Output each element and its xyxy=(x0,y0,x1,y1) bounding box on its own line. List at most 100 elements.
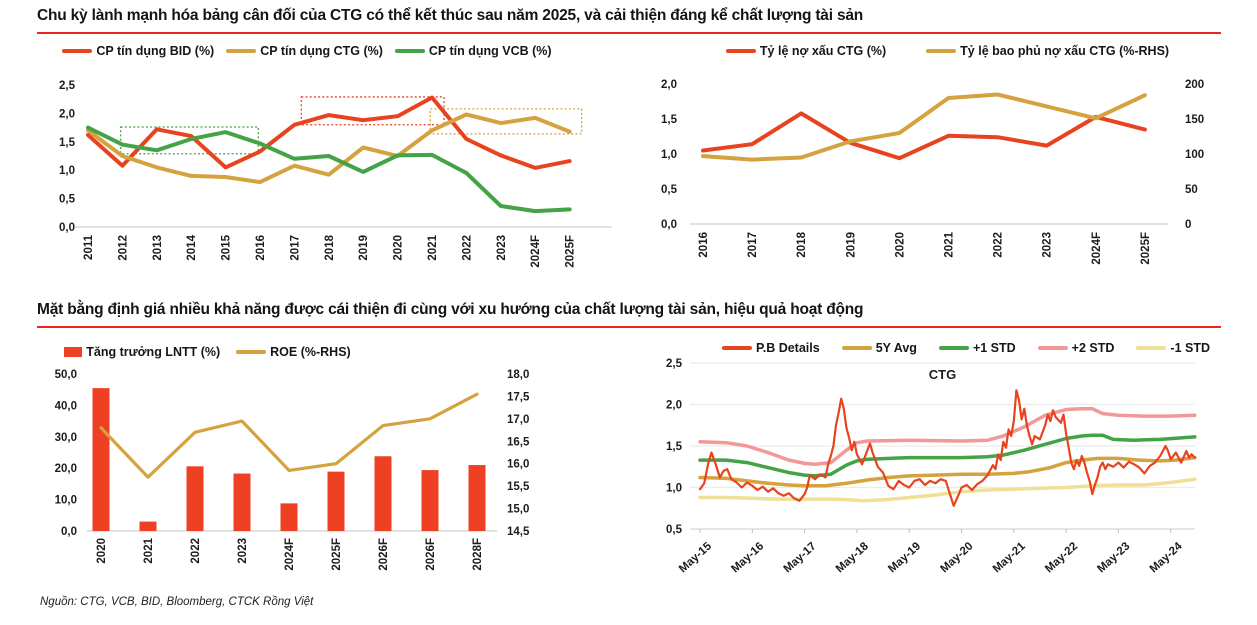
legend-item: 5Y Avg xyxy=(841,341,917,355)
legend-item: CP tín dụng VCB (%) xyxy=(394,44,552,58)
source-note: Nguồn: CTG, VCB, BID, Bloomberg, CTCK Rồ… xyxy=(40,596,314,608)
x-axis-tick-label: 2025F xyxy=(331,538,343,571)
legend-item: Tỷ lệ nợ xấu CTG (%) xyxy=(725,44,887,58)
x-axis-tick-label: 2013 xyxy=(152,235,164,261)
legend-item: -1 STD xyxy=(1136,341,1210,355)
bar xyxy=(92,388,110,531)
y-axis-tick-label: 2,0 xyxy=(666,400,682,412)
y-axis-tick-label: 1,0 xyxy=(666,483,682,495)
bar xyxy=(280,503,298,531)
series-line xyxy=(701,92,1147,162)
section1-title: Chu kỳ lành mạnh hóa bảng cân đối của CT… xyxy=(37,7,864,24)
legend-label: CP tín dụng CTG (%) xyxy=(260,44,383,58)
x-axis-tick-label: 2019 xyxy=(358,235,370,261)
legend-swatch-icon xyxy=(236,350,267,354)
y-axis-tick-label: 1,5 xyxy=(59,137,76,149)
x-axis-tick-label: 2017 xyxy=(747,232,759,258)
legend-label: 5Y Avg xyxy=(875,341,917,355)
x-axis-tick-label: 2018 xyxy=(324,234,336,260)
series-line xyxy=(701,111,1147,161)
legend-swatch-icon xyxy=(725,49,756,53)
bar xyxy=(327,471,345,531)
bar xyxy=(421,470,439,531)
section2-title: Mặt bằng định giá nhiều khả năng được cá… xyxy=(37,301,864,318)
y-axis-tick-label: 0,5 xyxy=(661,184,678,196)
x-axis-tick-label: May-22 xyxy=(1043,540,1080,575)
bar xyxy=(468,465,486,531)
section2-divider xyxy=(37,326,1221,328)
chart-credit-cost-legend: CP tín dụng BID (%) CP tín dụng CTG (%) CP… xyxy=(35,44,635,58)
legend-item: CP tín dụng BID (%) xyxy=(62,44,214,58)
x-axis-tick-label: 2018 xyxy=(796,231,808,257)
bar xyxy=(139,521,157,531)
x-axis-tick-label: May-16 xyxy=(729,540,766,575)
y2-axis-tick-label: 150 xyxy=(1185,114,1204,126)
legend-swatch-icon xyxy=(226,49,257,53)
x-axis-tick-label: 2022 xyxy=(993,232,1005,258)
legend-swatch-icon xyxy=(1136,346,1167,350)
legend-swatch-icon xyxy=(926,49,957,53)
x-axis-tick-label: 2026F xyxy=(378,538,390,571)
y-axis-tick-label: 2,5 xyxy=(666,358,683,370)
chart-profit-roe-plot: 0,0 10,0 20,0 30,0 40,0 50,0 14,5 15,0 15,5 16,0 1… xyxy=(55,369,530,571)
y2-axis-tick-label: 16,0 xyxy=(507,459,529,471)
x-axis-tick-label: 2016 xyxy=(698,232,710,258)
x-axis-tick-label: 2021 xyxy=(427,234,439,260)
chart-credit-cost: CP tín dụng BID (%) CP tín dụng CTG (%) CP… xyxy=(35,38,635,292)
x-axis-tick-label: 2011 xyxy=(83,234,95,260)
y-axis-tick-label: 10,0 xyxy=(55,495,77,507)
x-axis-tick-label: 2017 xyxy=(289,235,301,261)
x-axis-tick-label: May-23 xyxy=(1095,540,1132,575)
legend-label: P.B Details xyxy=(756,341,820,355)
legend-swatch-icon xyxy=(938,346,969,350)
y-axis-tick-label: 0,0 xyxy=(661,219,677,231)
x-axis-tick-label: May-18 xyxy=(834,540,871,575)
legend-item: +1 STD xyxy=(938,341,1016,355)
bar xyxy=(186,466,204,531)
legend-swatch-icon xyxy=(841,346,872,350)
legend-label: Tăng trưởng LNTT (%) xyxy=(86,345,221,359)
series-line xyxy=(698,433,1197,478)
x-axis-tick-label: May-24 xyxy=(1148,540,1185,575)
y-axis-tick-label: 0,5 xyxy=(666,524,683,536)
legend-label: CP tín dụng BID (%) xyxy=(96,44,215,58)
chart-npl-coverage-legend: Tỷ lệ nợ xấu CTG (%) Tỷ lệ bao phủ nợ xấu… xyxy=(645,44,1250,58)
chart-npl-coverage: Tỷ lệ nợ xấu CTG (%) Tỷ lệ bao phủ nợ xấu… xyxy=(645,38,1250,292)
y-axis-tick-label: 0,0 xyxy=(61,526,77,538)
x-axis-tick-label: 2022 xyxy=(190,538,202,564)
x-axis-tick-label: May-17 xyxy=(782,540,819,575)
legend-swatch-icon xyxy=(64,347,83,357)
legend-item: +2 STD xyxy=(1037,341,1114,355)
x-axis-tick-label: 2028F xyxy=(472,538,484,571)
x-axis-tick-label: 2023 xyxy=(496,235,508,261)
y2-axis-tick-label: 15,0 xyxy=(507,504,529,516)
y2-axis-tick-label: 16,5 xyxy=(507,436,530,448)
chart-pb-bands: P.B Details 5Y Avg +1 STD +2 STD -1 STD 0,5 1… xyxy=(648,334,1254,620)
x-axis-tick-label: 2021 xyxy=(143,537,155,563)
x-axis-tick-label: 2012 xyxy=(117,235,129,261)
y2-axis-tick-label: 50 xyxy=(1185,184,1198,196)
bar xyxy=(233,473,251,531)
y-axis-tick-label: 30,0 xyxy=(55,432,77,444)
x-axis-tick-label: 2016 xyxy=(255,235,267,261)
legend-swatch-icon xyxy=(1037,346,1068,350)
legend-swatch-icon xyxy=(394,49,425,53)
x-axis-tick-label: 2025F xyxy=(565,235,577,268)
y2-axis-tick-label: 18,0 xyxy=(507,369,529,381)
legend-label: Tỷ lệ nợ xấu CTG (%) xyxy=(759,44,887,58)
chart-profit-roe: Tăng trưởng LNTT (%) ROE (%-RHS) 0,0 10,0 2… xyxy=(35,334,610,596)
y-axis-tick-label: 0,5 xyxy=(59,194,76,206)
bar xyxy=(374,456,392,531)
x-axis-tick-label: 2025F xyxy=(1140,232,1152,265)
legend-item: ROE (%-RHS) xyxy=(236,345,351,359)
y2-axis-tick-label: 200 xyxy=(1185,79,1204,91)
chart-pb-bands-legend: P.B Details 5Y Avg +1 STD +2 STD -1 STD xyxy=(648,341,1254,355)
x-axis-tick-label: 2020 xyxy=(96,538,108,564)
y-axis-tick-label: 0,0 xyxy=(59,222,75,234)
y-axis-tick-label: 2,5 xyxy=(59,80,76,92)
legend-label: CP tín dụng VCB (%) xyxy=(428,44,552,58)
series-line xyxy=(86,112,572,185)
legend-label: Tỷ lệ bao phủ nợ xấu CTG (%-RHS) xyxy=(960,44,1170,58)
series-line xyxy=(698,389,1196,507)
